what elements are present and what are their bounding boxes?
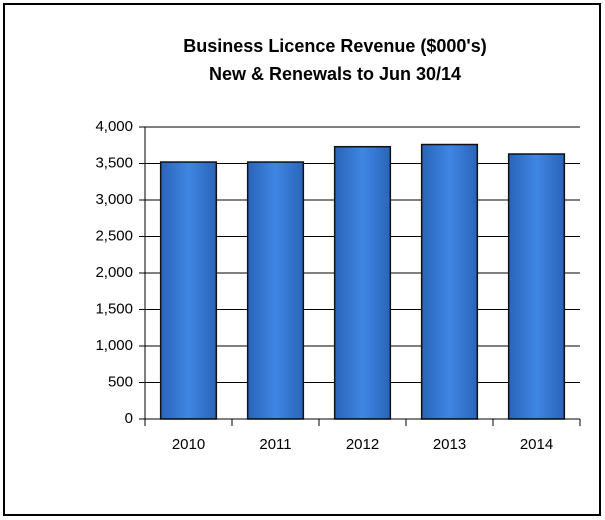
bar	[333, 145, 392, 420]
x-tick-label: 2011	[259, 436, 291, 453]
x-tick-label: 2010	[172, 436, 205, 453]
bar	[246, 161, 305, 420]
bar	[159, 161, 218, 420]
y-tick-label: 3,000	[95, 191, 133, 208]
y-tick-label: 2,000	[95, 264, 133, 281]
x-tick-label: 2013	[433, 436, 466, 453]
y-tick-label: 500	[108, 373, 133, 390]
bar	[420, 143, 479, 420]
y-tick-label: 4,000	[95, 118, 133, 135]
y-tick-label: 1,000	[95, 337, 133, 354]
bar	[507, 153, 566, 420]
y-tick-label: 3,500	[95, 154, 133, 171]
chart-title: Business Licence Revenue ($000's)	[183, 36, 486, 56]
y-tick-label: 2,500	[95, 227, 133, 244]
chart-subtitle: New & Renewals to Jun 30/14	[209, 64, 461, 84]
y-tick-label: 0	[125, 410, 133, 427]
x-tick-label: 2014	[520, 436, 553, 453]
x-tick-label: 2012	[346, 436, 379, 453]
y-tick-label: 1,500	[95, 300, 133, 317]
